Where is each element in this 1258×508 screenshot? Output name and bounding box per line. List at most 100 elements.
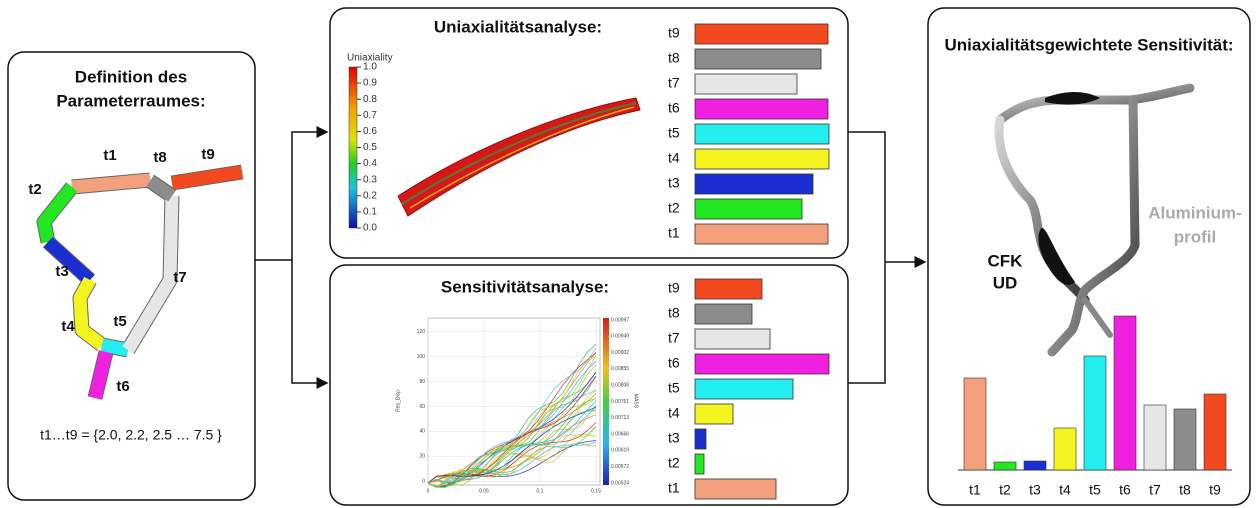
bar-label: t1	[969, 482, 981, 498]
bar	[695, 329, 770, 349]
label: CFK	[988, 251, 1024, 270]
bar-label: t8	[668, 305, 680, 321]
bar	[695, 379, 793, 399]
bar	[695, 174, 813, 194]
bar-label: t6	[668, 100, 680, 116]
bar-label: t5	[1089, 482, 1101, 498]
label: UD	[993, 273, 1018, 292]
plot-colorbar-tick-label: 0.00619	[611, 448, 629, 454]
bar	[1174, 409, 1196, 470]
segment-label: t8	[153, 149, 166, 166]
plot-y-tick-label: 60	[419, 404, 425, 410]
connector	[848, 132, 885, 383]
plot-x-tick-label: 0.1	[537, 488, 544, 494]
colorbar-tick-label: 0.3	[363, 174, 377, 185]
bar	[994, 462, 1016, 470]
plot-colorbar-tick-label: 0.00572	[611, 464, 629, 470]
title: Uniaxialitätsanalyse:	[434, 17, 602, 36]
bar	[1144, 405, 1166, 470]
colorbar-tick-label: 0.8	[363, 94, 377, 105]
bar-label: t9	[1209, 482, 1221, 498]
formula: t1…t9 = {2.0, 2.2, 2.5 … 7.5 }	[40, 427, 222, 443]
plot-y-tick-label: 80	[419, 379, 425, 385]
bar-label: t3	[668, 430, 680, 446]
colorbar	[349, 67, 357, 228]
bar	[695, 224, 828, 244]
segment-label: t5	[113, 313, 126, 330]
segment	[72, 180, 150, 187]
segment-label: t9	[201, 146, 214, 163]
bar	[1114, 316, 1136, 470]
arrow	[255, 132, 327, 260]
bar	[695, 479, 776, 499]
segment-label: t4	[61, 318, 75, 335]
title: Sensitivitätsanalyse:	[441, 277, 609, 296]
plot-colorbar-tick-label: 0.00902	[611, 350, 629, 356]
bar	[695, 404, 733, 424]
plot-x-tick-label: 0.15	[591, 488, 601, 494]
bar-label: t9	[668, 25, 680, 41]
diagram: Definition des Parameterraumes: t1…t9 = …	[0, 0, 1258, 508]
plot-colorbar-tick-label: 0.00761	[611, 399, 629, 405]
arrow	[292, 260, 327, 383]
bar-label: t8	[1179, 482, 1191, 498]
segment-label: t1	[103, 147, 116, 164]
plot-y-tick-label: 100	[417, 354, 426, 360]
title: Definition des	[75, 67, 187, 86]
plot-y-tick-label: 0	[422, 479, 425, 485]
bar-label: t2	[668, 200, 680, 216]
title: Parameterraumes:	[56, 91, 205, 110]
bar-label: t4	[1059, 482, 1071, 498]
colorbar-tick-label: 0.1	[363, 207, 377, 218]
bar	[695, 354, 829, 374]
bar	[1054, 428, 1076, 470]
plot-y-label: Res_Disp	[395, 390, 401, 412]
bar-label: t1	[668, 480, 680, 496]
bar	[1024, 461, 1046, 470]
plot-colorbar-tick-label: 0.00949	[611, 334, 629, 340]
bar-label: t3	[668, 175, 680, 191]
colorbar-tick-label: 0.4	[363, 158, 377, 169]
bar-label: t2	[668, 455, 680, 471]
bar	[695, 124, 829, 144]
bar-label: t7	[668, 330, 680, 346]
plot-x-tick-label: 0.05	[479, 488, 489, 494]
plot-colorbar-tick-label: 0.00997	[611, 317, 629, 323]
colorbar-tick-label: 0.9	[363, 78, 377, 89]
bar-label: t3	[1029, 482, 1041, 498]
label: Aluminium-	[1148, 203, 1242, 222]
bar	[695, 99, 828, 119]
plot-colorbar-tick-label: 0.00524	[611, 480, 629, 486]
bar-label: t2	[999, 482, 1011, 498]
colorbar-tick-label: 0.6	[363, 126, 377, 137]
plot-y-tick-label: 20	[419, 454, 425, 460]
colorbar-tick-label: 1.0	[363, 62, 377, 73]
plot-colorbar-tick-label: 0.00666	[611, 431, 629, 437]
colorbar-tick-label: 0.7	[363, 110, 377, 121]
bar-label: t7	[668, 75, 680, 91]
plot-y-tick-label: 120	[417, 329, 426, 335]
bar	[1204, 394, 1226, 470]
plot-colorbar-tick-label: 0.00713	[611, 415, 629, 421]
title: Uniaxialitätsgewichtete Sensitivität:	[944, 35, 1233, 54]
bar-label: t4	[668, 405, 680, 421]
bar	[1084, 356, 1106, 470]
plot-x-tick-label: 0	[427, 488, 430, 494]
bar-label: t6	[668, 355, 680, 371]
bar	[695, 74, 797, 94]
segment-label: t3	[55, 263, 68, 280]
bar	[695, 279, 762, 299]
colorbar-tick-label: 0.0	[363, 223, 377, 234]
bar	[695, 304, 752, 324]
bar	[695, 199, 802, 219]
segment-label: t2	[28, 181, 41, 198]
bar-label: t5	[668, 125, 680, 141]
bar-label: t6	[1119, 482, 1131, 498]
plot-y-tick-label: 40	[419, 429, 425, 435]
bar-label: t7	[1149, 482, 1161, 498]
plot-colorbar-label: MASS	[633, 394, 639, 409]
colorbar-tick-label: 0.5	[363, 142, 377, 153]
label: profil	[1174, 227, 1217, 246]
bar-label: t8	[668, 50, 680, 66]
segment-label: t7	[173, 269, 186, 286]
